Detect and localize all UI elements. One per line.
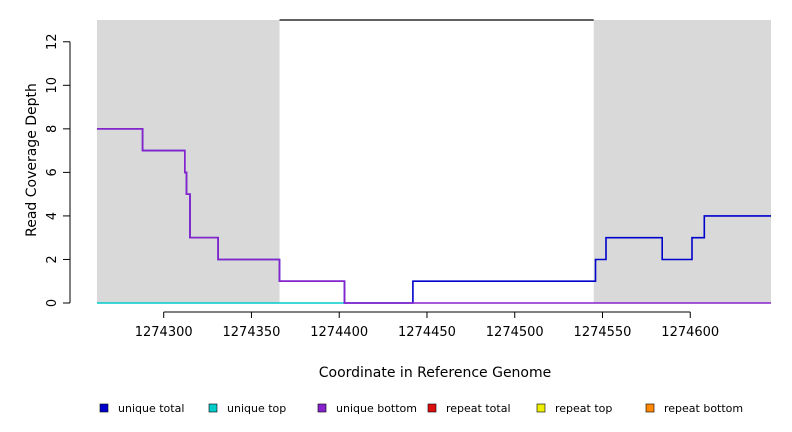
x-tick-label: 1274500 [486, 325, 544, 340]
legend-swatch-repeat-total [427, 403, 437, 413]
legend-label-unique-top: unique top [227, 402, 286, 415]
x-axis-title: Coordinate in Reference Genome [319, 365, 552, 381]
x-tick-label: 1274350 [223, 325, 281, 340]
series-unique-bottom [97, 128, 771, 304]
x-tick-label: 1274400 [310, 325, 368, 340]
y-tick-label: 2 [45, 255, 60, 263]
legend-label-unique-bottom: unique bottom [336, 402, 417, 415]
legend-swatch-unique-bottom [317, 403, 327, 413]
legend-label-repeat-top: repeat top [555, 402, 612, 415]
series-lines [97, 128, 771, 304]
legend-swatch-repeat-bottom [645, 403, 655, 413]
shaded-regions [97, 19, 771, 303]
legend: unique total unique top unique bottom repea… [99, 402, 743, 415]
y-tick-label: 12 [45, 33, 60, 50]
axes: 0 2 4 6 8 10 12 1274300 1274350 1274400 1274450 127… [45, 33, 719, 340]
legend-label-repeat-total: repeat total [446, 402, 511, 415]
x-tick-label: 1274450 [398, 325, 456, 340]
legend-swatch-unique-total [99, 403, 109, 413]
y-tick-label: 4 [45, 212, 60, 220]
legend-label-unique-total: unique total [118, 402, 184, 415]
legend-swatch-repeat-top [536, 403, 546, 413]
x-tick-label: 1274550 [574, 325, 632, 340]
y-tick-label: 10 [45, 77, 60, 94]
shaded-region-1 [97, 20, 280, 303]
y-tick-label: 0 [45, 299, 60, 307]
y-tick-label: 8 [45, 125, 60, 133]
x-tick-label: 1274300 [135, 325, 193, 340]
y-tick-label: 6 [45, 168, 60, 176]
legend-swatch-unique-top [208, 403, 218, 413]
shaded-region-2 [593, 20, 771, 303]
legend-label-repeat-bottom: repeat bottom [664, 402, 743, 415]
x-tick-label: 1274600 [661, 325, 719, 340]
y-axis-title: Read Coverage Depth [24, 83, 40, 237]
